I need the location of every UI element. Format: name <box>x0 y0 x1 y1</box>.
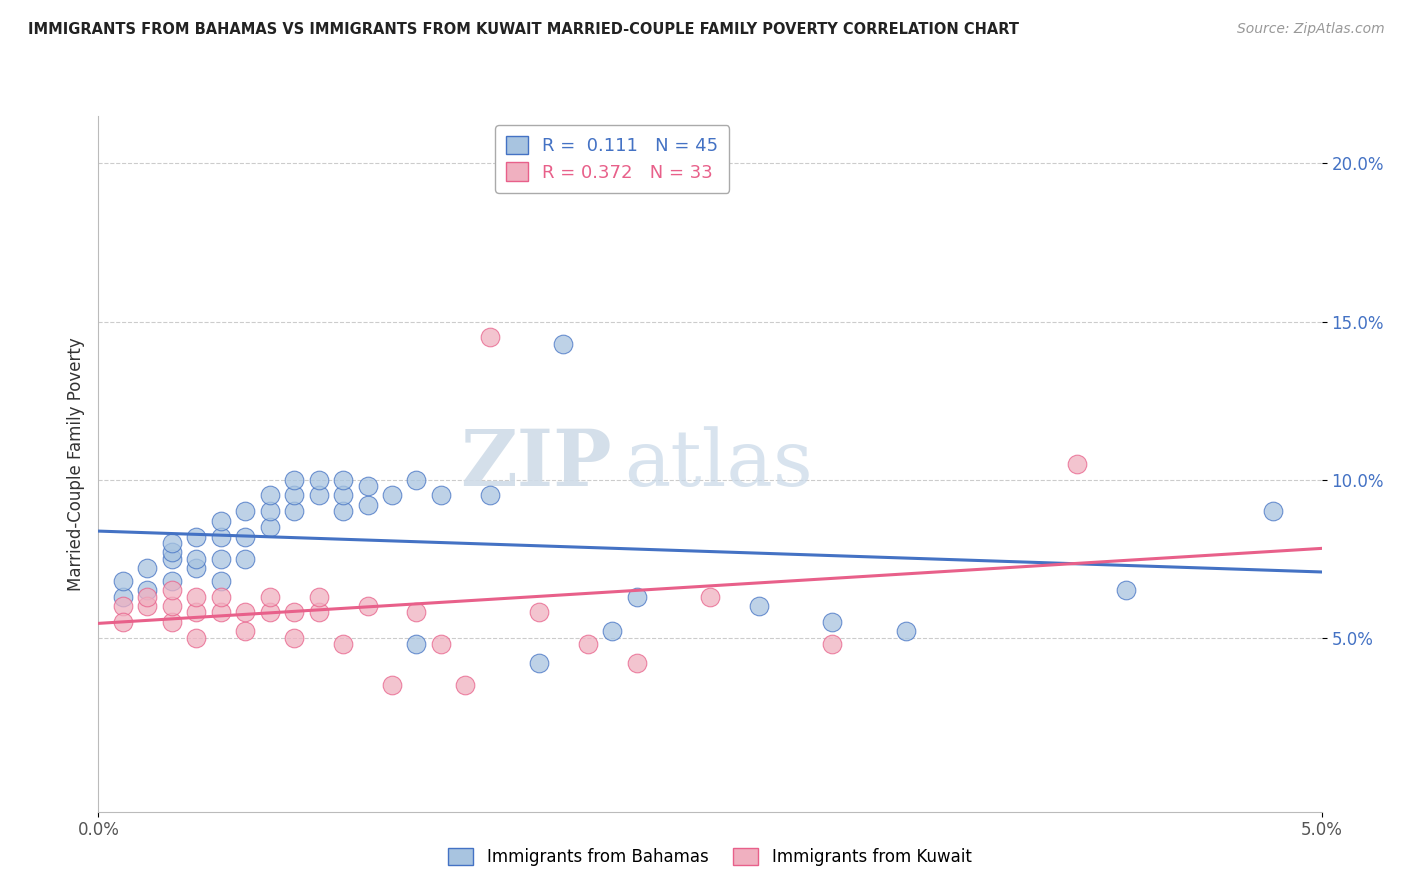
Point <box>160 545 183 559</box>
Point <box>553 336 575 351</box>
Point <box>308 606 330 620</box>
Point <box>209 606 232 620</box>
Point <box>209 574 232 588</box>
Point <box>136 583 159 598</box>
Point <box>308 473 330 487</box>
Point <box>160 599 183 614</box>
Point <box>748 599 770 614</box>
Point <box>111 599 134 614</box>
Point <box>332 473 354 487</box>
Point <box>405 473 427 487</box>
Point <box>186 530 208 544</box>
Point <box>283 631 305 645</box>
Point <box>527 656 550 670</box>
Point <box>356 498 378 512</box>
Point <box>233 606 256 620</box>
Point <box>160 551 183 566</box>
Point <box>233 624 256 639</box>
Text: ZIP: ZIP <box>461 425 612 502</box>
Point <box>356 479 378 493</box>
Point <box>405 637 427 651</box>
Point <box>332 488 354 502</box>
Point <box>233 530 256 544</box>
Point <box>186 631 208 645</box>
Text: Source: ZipAtlas.com: Source: ZipAtlas.com <box>1237 22 1385 37</box>
Point <box>160 615 183 629</box>
Point <box>209 514 232 528</box>
Point <box>430 488 453 502</box>
Point <box>259 488 281 502</box>
Point <box>356 599 378 614</box>
Point <box>209 551 232 566</box>
Point <box>626 590 648 604</box>
Point <box>332 637 354 651</box>
Point <box>478 488 501 502</box>
Point <box>186 590 208 604</box>
Text: atlas: atlas <box>624 426 813 501</box>
Point <box>233 504 256 518</box>
Point <box>308 590 330 604</box>
Point <box>576 637 599 651</box>
Point <box>405 606 427 620</box>
Text: IMMIGRANTS FROM BAHAMAS VS IMMIGRANTS FROM KUWAIT MARRIED-COUPLE FAMILY POVERTY : IMMIGRANTS FROM BAHAMAS VS IMMIGRANTS FR… <box>28 22 1019 37</box>
Point <box>186 606 208 620</box>
Point <box>136 590 159 604</box>
Legend: Immigrants from Bahamas, Immigrants from Kuwait: Immigrants from Bahamas, Immigrants from… <box>441 841 979 873</box>
Point <box>308 488 330 502</box>
Point <box>381 488 404 502</box>
Point <box>1115 583 1137 598</box>
Point <box>209 590 232 604</box>
Point <box>821 637 844 651</box>
Point <box>283 606 305 620</box>
Point <box>259 590 281 604</box>
Point <box>430 637 453 651</box>
Point <box>527 606 550 620</box>
Point <box>259 504 281 518</box>
Point <box>699 590 721 604</box>
Point <box>259 520 281 534</box>
Point <box>626 656 648 670</box>
Point <box>1066 457 1088 471</box>
Point <box>111 590 134 604</box>
Point <box>1261 504 1284 518</box>
Point <box>136 561 159 575</box>
Point <box>233 551 256 566</box>
Point <box>600 624 623 639</box>
Point <box>283 473 305 487</box>
Point <box>821 615 844 629</box>
Point <box>478 330 501 344</box>
Point <box>186 561 208 575</box>
Point <box>283 488 305 502</box>
Y-axis label: Married-Couple Family Poverty: Married-Couple Family Poverty <box>66 337 84 591</box>
Point <box>160 583 183 598</box>
Point <box>454 678 477 692</box>
Point <box>160 536 183 550</box>
Point <box>209 530 232 544</box>
Point <box>160 574 183 588</box>
Point <box>332 504 354 518</box>
Point <box>111 615 134 629</box>
Point <box>381 678 404 692</box>
Point <box>894 624 917 639</box>
Point <box>136 599 159 614</box>
Point <box>111 574 134 588</box>
Point <box>283 504 305 518</box>
Point <box>259 606 281 620</box>
Point <box>186 551 208 566</box>
